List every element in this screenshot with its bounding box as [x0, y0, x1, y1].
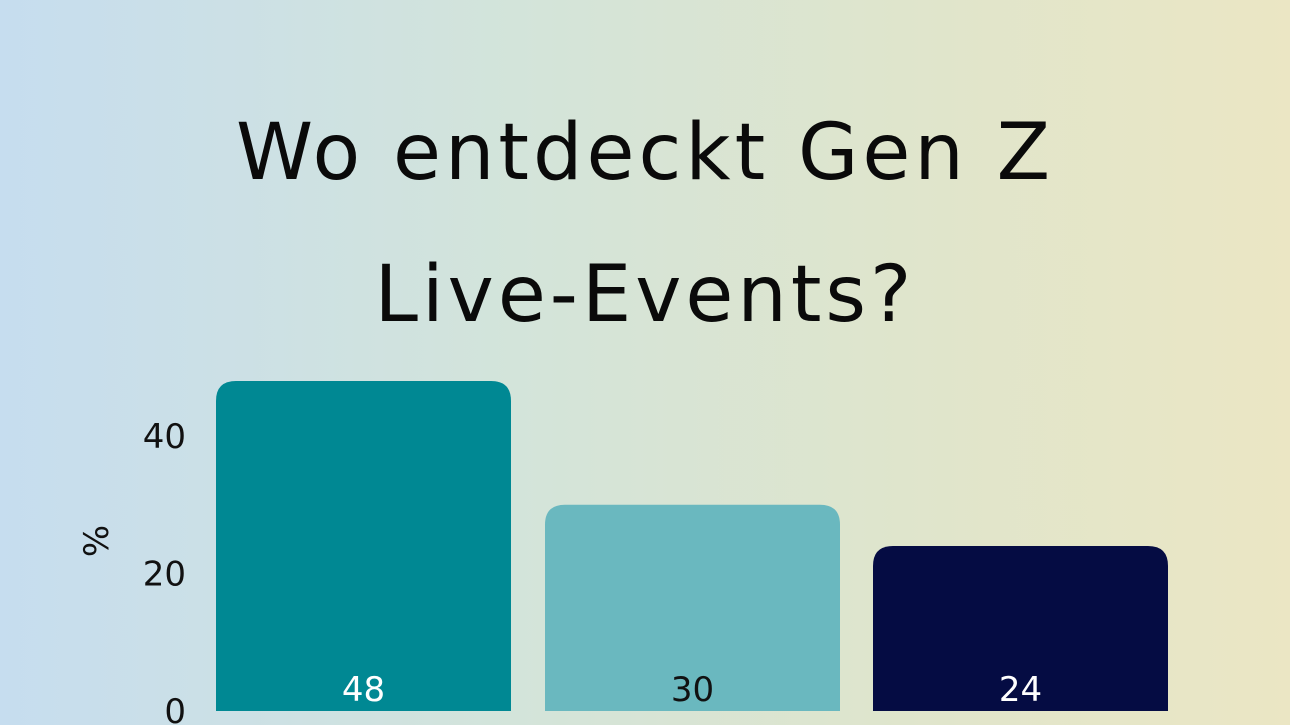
bar-value-label: 24	[999, 670, 1042, 710]
value-labels-group: 48 30 24	[342, 670, 1042, 710]
bar	[216, 381, 511, 711]
y-tick-label: 40	[143, 417, 186, 457]
bar	[873, 546, 1168, 711]
y-tick-label: 20	[143, 555, 186, 595]
y-axis-ticks: 0 20 40	[143, 417, 186, 725]
y-tick-label: 0	[164, 692, 186, 725]
bar	[545, 504, 840, 711]
chart-title: Wo entdeckt Gen Z Live-Events?	[235, 108, 1055, 340]
bar-value-label: 48	[342, 670, 385, 710]
bar-value-label: 30	[671, 670, 714, 710]
bars-group	[216, 381, 1168, 711]
y-axis-label: %	[77, 525, 117, 557]
